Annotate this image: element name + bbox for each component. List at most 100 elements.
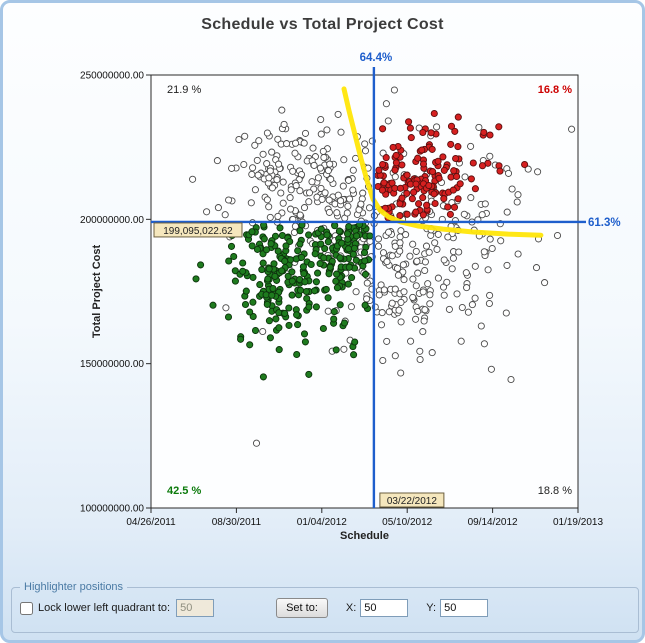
scatter-point[interactable] [444, 233, 452, 241]
scatter-point[interactable] [396, 212, 404, 220]
scatter-point[interactable] [383, 337, 391, 345]
scatter-point[interactable] [451, 127, 459, 135]
scatter-point[interactable] [319, 324, 327, 333]
scatter-point[interactable] [317, 240, 325, 248]
scatter-point[interactable] [416, 347, 424, 355]
scatter-point[interactable] [253, 245, 261, 253]
scatter-point[interactable] [318, 195, 326, 203]
scatter-point[interactable] [287, 205, 295, 213]
scatter-point[interactable] [352, 154, 360, 162]
scatter-point[interactable] [316, 260, 324, 268]
scatter-point[interactable] [434, 274, 442, 282]
scatter-point[interactable] [435, 174, 443, 182]
scatter-point[interactable] [403, 210, 411, 218]
scatter-point[interactable] [503, 208, 511, 216]
scatter-point[interactable] [203, 208, 211, 216]
scatter-point[interactable] [361, 301, 369, 309]
scatter-point[interactable] [439, 283, 448, 291]
scatter-point[interactable] [454, 143, 462, 151]
scatter-point[interactable] [307, 260, 315, 269]
scatter-point[interactable] [379, 125, 387, 133]
scatter-point[interactable] [419, 128, 427, 137]
scatter-point[interactable] [300, 270, 308, 278]
scatter-point[interactable] [310, 161, 318, 169]
scatter-point[interactable] [480, 128, 488, 136]
scatter-point[interactable] [279, 199, 287, 207]
scatter-point[interactable] [467, 142, 475, 150]
scatter-point[interactable] [308, 178, 316, 186]
scatter-point[interactable] [280, 120, 288, 128]
scatter-point[interactable] [302, 287, 310, 296]
scatter-point[interactable] [475, 123, 483, 131]
scatter-point[interactable] [365, 204, 374, 212]
scatter-point[interactable] [248, 242, 256, 250]
scatter-point[interactable] [259, 327, 267, 336]
scatter-point[interactable] [330, 308, 338, 316]
scatter-point[interactable] [471, 262, 479, 270]
scatter-point[interactable] [428, 349, 436, 357]
scatter-point[interactable] [309, 144, 317, 152]
scatter-point[interactable] [478, 211, 486, 219]
scatter-point[interactable] [349, 166, 357, 174]
scatter-point[interactable] [258, 266, 266, 274]
scatter-point[interactable] [246, 341, 254, 349]
scatter-point[interactable] [524, 165, 532, 173]
scatter-point[interactable] [293, 311, 301, 319]
scatter-point[interactable] [430, 109, 438, 118]
scatter-point[interactable] [423, 201, 431, 209]
scatter-point[interactable] [514, 250, 522, 258]
scatter-point[interactable] [440, 166, 448, 174]
scatter-point[interactable] [340, 345, 348, 353]
scatter-point[interactable] [450, 203, 459, 211]
scatter-point[interactable] [521, 160, 529, 169]
scatter-point[interactable] [296, 227, 304, 235]
scatter-point[interactable] [350, 351, 358, 359]
scatter-point[interactable] [380, 286, 388, 294]
scatter-point[interactable] [452, 154, 460, 163]
scatter-point[interactable] [406, 252, 414, 260]
scatter-point[interactable] [419, 211, 427, 219]
scatter-point[interactable] [471, 294, 479, 302]
scatter-point[interactable] [412, 247, 420, 255]
scatter-point[interactable] [421, 306, 429, 314]
scatter-point[interactable] [454, 113, 462, 121]
scatter-point[interactable] [320, 153, 328, 162]
scatter-point[interactable] [274, 247, 282, 255]
scatter-point[interactable] [440, 256, 448, 264]
scatter-point[interactable] [300, 139, 308, 147]
scatter-point[interactable] [379, 249, 388, 257]
scatter-point[interactable] [259, 373, 267, 381]
scatter-point[interactable] [350, 244, 359, 252]
scatter-point[interactable] [458, 303, 466, 312]
scatter-point[interactable] [323, 231, 331, 239]
scatter-point[interactable] [249, 164, 257, 172]
scatter-point[interactable] [393, 264, 402, 272]
scatter-point[interactable] [344, 280, 352, 288]
scatter-point[interactable] [508, 185, 516, 193]
scatter-point[interactable] [419, 288, 427, 296]
scatter-point[interactable] [314, 269, 322, 277]
scatter-point[interactable] [351, 338, 359, 346]
scatter-point[interactable] [419, 160, 428, 168]
scatter-point[interactable] [265, 174, 273, 182]
scatter-point[interactable] [378, 309, 386, 317]
scatter-point[interactable] [221, 211, 229, 219]
scatter-point[interactable] [285, 304, 293, 312]
scatter-point[interactable] [406, 124, 414, 132]
scatter-point[interactable] [447, 122, 456, 130]
scatter-point[interactable] [385, 228, 393, 236]
scatter-point[interactable] [347, 303, 355, 311]
scatter-point[interactable] [262, 291, 270, 299]
scatter-point[interactable] [269, 284, 277, 293]
scatter-point[interactable] [291, 149, 299, 157]
scatter-point[interactable] [457, 337, 465, 345]
scatter-point[interactable] [324, 238, 332, 246]
scatter-point[interactable] [192, 275, 200, 283]
scatter-point[interactable] [384, 117, 392, 125]
x-highlighter-value-box[interactable] [379, 492, 445, 508]
scatter-point[interactable] [394, 271, 402, 279]
scatter-point[interactable] [366, 232, 374, 240]
scatter-point[interactable] [305, 231, 313, 239]
scatter-point[interactable] [514, 191, 522, 199]
scatter-point[interactable] [278, 267, 286, 275]
